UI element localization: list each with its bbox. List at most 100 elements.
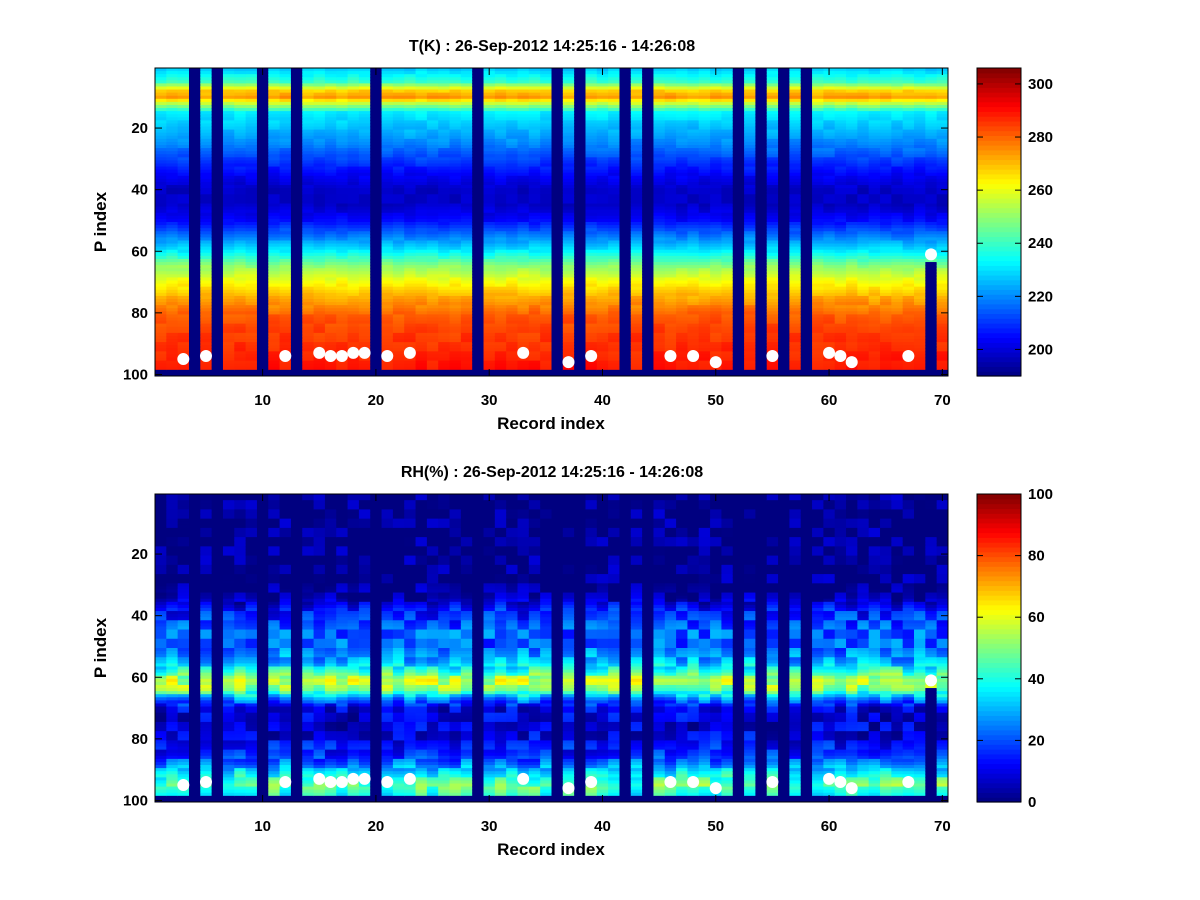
heatmap-cell — [313, 120, 326, 125]
heatmap-cell — [336, 181, 349, 186]
heatmap-cell — [166, 308, 179, 312]
heatmap-cell — [585, 314, 598, 319]
heatmap-cell — [698, 120, 711, 125]
heatmap-cell — [642, 351, 655, 356]
heatmap-cell — [687, 280, 700, 285]
heatmap-cell — [290, 302, 303, 306]
heatmap-cell — [211, 372, 224, 376]
heatmap-cell — [222, 351, 235, 356]
heatmap-cell — [619, 108, 632, 112]
heatmap-cell — [494, 317, 507, 322]
heatmap-cell — [528, 138, 541, 143]
heatmap-cell — [347, 360, 360, 365]
heatmap-cell — [211, 255, 224, 260]
heatmap-cell — [664, 129, 677, 134]
heatmap-cell — [347, 295, 360, 300]
heatmap-cell — [222, 357, 235, 362]
heatmap-cell — [166, 151, 179, 155]
heatmap-cell — [596, 200, 609, 205]
heatmap-cell — [336, 92, 349, 97]
heatmap-cell — [222, 265, 235, 269]
heatmap-cell — [540, 289, 553, 294]
heatmap-cell — [653, 240, 666, 245]
heatmap-cell — [290, 203, 303, 208]
heatmap-cell — [177, 299, 190, 303]
heatmap-cell — [256, 237, 269, 242]
heatmap-cell — [415, 138, 428, 143]
heatmap-cell — [494, 308, 507, 312]
heatmap-cell — [256, 178, 269, 183]
heatmap-cell — [494, 120, 507, 125]
heatmap-cell — [347, 132, 360, 137]
heatmap-cell — [585, 101, 598, 106]
heatmap-cell — [211, 135, 224, 140]
heatmap-cell — [653, 108, 666, 112]
heatmap-cell — [438, 243, 451, 248]
heatmap-cell — [619, 185, 632, 189]
heatmap-cell — [302, 148, 315, 152]
heatmap-cell — [698, 111, 711, 115]
heatmap-cell — [358, 228, 371, 232]
heatmap-cell — [676, 268, 689, 272]
heatmap-cell — [585, 206, 598, 211]
heatmap-cell — [268, 166, 281, 171]
heatmap-cell — [313, 231, 326, 235]
heatmap-cell — [630, 68, 643, 72]
heatmap-cell — [506, 203, 519, 208]
heatmap-cell — [494, 268, 507, 272]
heatmap-cell — [336, 117, 349, 121]
heatmap-cell — [392, 89, 405, 94]
heatmap-cell — [155, 74, 167, 78]
heatmap-cell — [302, 299, 315, 303]
heatmap-cell — [676, 197, 689, 202]
heatmap-cell — [517, 262, 530, 266]
heatmap-cell — [381, 212, 394, 217]
heatmap-cell — [336, 157, 349, 161]
heatmap-cell — [211, 132, 224, 137]
heatmap-cell — [687, 240, 700, 245]
heatmap-cell — [619, 181, 632, 186]
heatmap-cell — [268, 255, 281, 260]
heatmap-cell — [653, 172, 666, 177]
heatmap-cell — [562, 83, 575, 88]
heatmap-cell — [200, 157, 213, 161]
heatmap-cell — [517, 258, 530, 263]
heatmap-cell — [290, 348, 303, 352]
heatmap-cell — [381, 311, 394, 315]
heatmap-cell — [302, 77, 315, 81]
heatmap-cell — [404, 169, 417, 174]
heatmap-cell — [166, 339, 179, 343]
heatmap-cell — [494, 215, 507, 220]
heatmap-cell — [472, 166, 485, 171]
heatmap-cell — [585, 135, 598, 140]
heatmap-cell — [358, 117, 371, 121]
heatmap-cell — [653, 178, 666, 183]
heatmap-cell — [155, 197, 167, 202]
heatmap-cell — [222, 197, 235, 202]
heatmap-cell — [653, 194, 666, 198]
heatmap-cell — [415, 178, 428, 183]
heatmap-cell — [211, 243, 224, 248]
heatmap-cell — [222, 222, 235, 226]
heatmap-cell — [177, 98, 190, 103]
heatmap-cell — [222, 240, 235, 245]
heatmap-cell — [166, 95, 179, 100]
heatmap-cell — [358, 302, 371, 306]
heatmap-cell — [460, 265, 473, 269]
heatmap-cell — [370, 345, 383, 349]
heatmap-cell — [472, 283, 485, 288]
heatmap-cell — [596, 357, 609, 362]
heatmap-cell — [324, 120, 337, 125]
heatmap-cell — [528, 292, 541, 297]
heatmap-cell — [336, 86, 349, 91]
heatmap-cell — [540, 243, 553, 248]
heatmap-cell — [358, 292, 371, 297]
heatmap-cell — [188, 372, 201, 376]
heatmap-cell — [460, 126, 473, 131]
heatmap-cell — [404, 175, 417, 180]
heatmap-cell — [562, 148, 575, 152]
heatmap-cell — [460, 258, 473, 263]
heatmap-cell — [472, 363, 485, 368]
heatmap-cell — [528, 163, 541, 168]
heatmap-cell — [460, 92, 473, 97]
